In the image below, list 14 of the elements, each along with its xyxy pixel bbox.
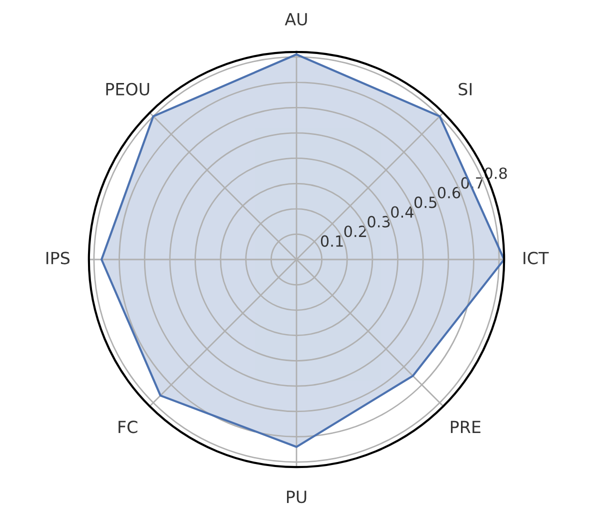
y-tick-label: 0.4 (391, 206, 414, 218)
spoke-label: FC (118, 420, 138, 434)
spoke-label: ICT (524, 252, 549, 264)
y-tick-label: 0.1 (320, 235, 343, 247)
spoke-label: SI (458, 82, 472, 96)
y-tick-label: 0.6 (438, 186, 460, 198)
y-tick-label: 0.3 (368, 216, 390, 228)
spoke-label: PEOU (106, 82, 150, 96)
spoke-label: PRE (450, 420, 480, 433)
y-tick-label: 0.2 (344, 226, 366, 238)
y-tick-label: 0.5 (414, 196, 436, 208)
spoke-label: IPS (46, 252, 70, 264)
spoke-label: PU (287, 490, 306, 504)
spoke-label: AU (284, 13, 307, 26)
